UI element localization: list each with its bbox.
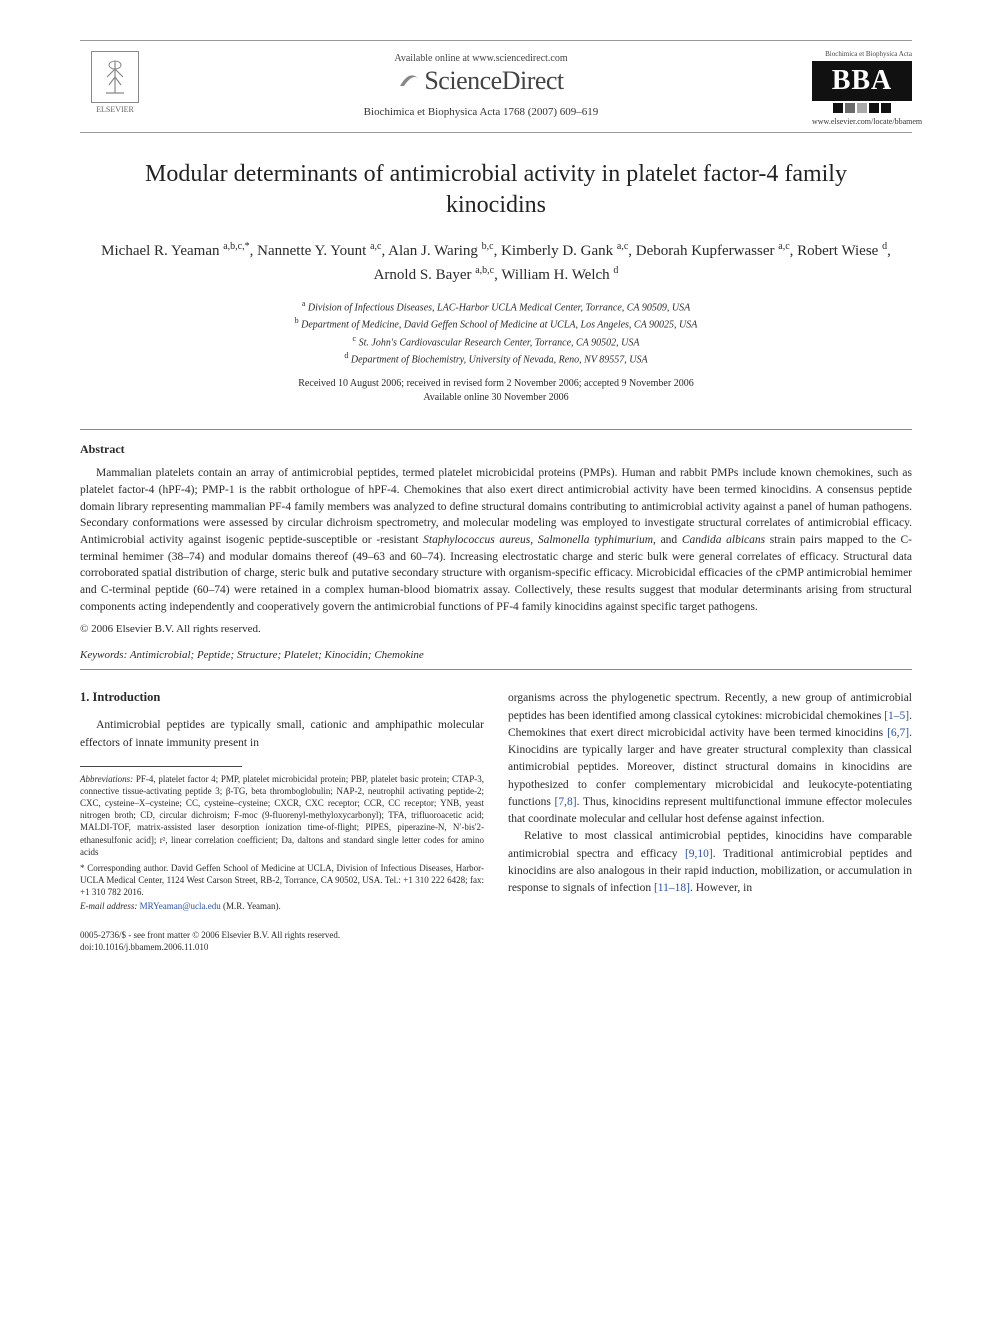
elsevier-logo: ELSEVIER	[80, 51, 150, 114]
email-tail: (M.R. Yeaman).	[221, 901, 281, 911]
bba-url: www.elsevier.com/locate/bbamem	[812, 117, 912, 126]
left-column: 1. Introduction Antimicrobial peptides a…	[80, 690, 484, 953]
email-footnote: E-mail address: MRYeaman@ucla.edu (M.R. …	[80, 900, 484, 912]
right-column: organisms across the phylogenetic spectr…	[508, 690, 912, 953]
bba-logo: Biochimica et Biophysica Acta BBA www.el…	[812, 51, 912, 126]
header-center: Available online at www.sciencedirect.co…	[150, 51, 812, 118]
authors-block: Michael R. Yeaman a,b,c,*, Nannette Y. Y…	[100, 239, 892, 286]
cite-6-7[interactable]: [6,7]	[887, 727, 909, 739]
journal-header: ELSEVIER Available online at www.science…	[80, 40, 912, 133]
keywords-list: Antimicrobial; Peptide; Structure; Plate…	[130, 649, 424, 661]
journal-citation: Biochimica et Biophysica Acta 1768 (2007…	[150, 106, 812, 118]
corresponding-author-footnote: * Corresponding author. David Geffen Sch…	[80, 862, 484, 898]
cite-9-10[interactable]: [9,10]	[685, 848, 713, 860]
received-date: Received 10 August 2006; received in rev…	[80, 377, 912, 391]
rule-top	[80, 429, 912, 430]
affiliation-a: a Division of Infectious Diseases, LAC-H…	[80, 298, 912, 315]
bba-bars-icon	[812, 103, 912, 113]
bba-fulltitle: Biochimica et Biophysica Acta	[812, 51, 912, 59]
abbreviations-footnote: Abbreviations: PF-4, platelet factor 4; …	[80, 773, 484, 858]
available-online-text: Available online at www.sciencedirect.co…	[150, 53, 812, 64]
doi-block: 0005-2736/$ - see front matter © 2006 El…	[80, 930, 484, 953]
article-dates: Received 10 August 2006; received in rev…	[80, 377, 912, 405]
intro-p1: Antimicrobial peptides are typically sma…	[80, 717, 484, 752]
intro-left-text: Antimicrobial peptides are typically sma…	[80, 717, 484, 752]
available-date: Available online 30 November 2006	[80, 391, 912, 405]
abstract-copyright: © 2006 Elsevier B.V. All rights reserved…	[80, 623, 912, 635]
intro-p2: organisms across the phylogenetic spectr…	[508, 690, 912, 828]
elsevier-tree-icon	[91, 51, 139, 103]
abbrev-label: Abbreviations:	[80, 774, 133, 784]
corr-label: * Corresponding author.	[80, 863, 168, 873]
intro-p3: Relative to most classical antimicrobial…	[508, 828, 912, 897]
footnote-rule	[80, 766, 242, 767]
body-columns: 1. Introduction Antimicrobial peptides a…	[80, 690, 912, 953]
email-link[interactable]: MRYeaman@ucla.edu	[140, 901, 221, 911]
affiliation-b: b Department of Medicine, David Geffen S…	[80, 315, 912, 332]
keywords-line: Keywords: Antimicrobial; Peptide; Struct…	[80, 649, 912, 661]
cite-1-5[interactable]: [1–5]	[884, 710, 909, 722]
abbrev-body: PF-4, platelet factor 4; PMP, platelet m…	[80, 774, 484, 857]
elsevier-label: ELSEVIER	[96, 105, 134, 114]
doi-line: doi:10.1016/j.bbamem.2006.11.010	[80, 942, 484, 954]
intro-heading: 1. Introduction	[80, 690, 484, 705]
abstract-body: Mammalian platelets contain an array of …	[80, 465, 912, 615]
front-matter-line: 0005-2736/$ - see front matter © 2006 El…	[80, 930, 484, 942]
affiliations-block: a Division of Infectious Diseases, LAC-H…	[80, 298, 912, 367]
abstract-heading: Abstract	[80, 442, 912, 457]
sciencedirect-logo: ScienceDirect	[398, 66, 563, 96]
intro-right-text: organisms across the phylogenetic spectr…	[508, 690, 912, 897]
sciencedirect-swoosh-icon	[398, 68, 420, 95]
cite-7-8[interactable]: [7,8]	[555, 796, 577, 808]
keywords-label: Keywords:	[80, 649, 127, 661]
email-label: E-mail address:	[80, 901, 137, 911]
bba-abbrev: BBA	[812, 61, 912, 101]
article-title: Modular determinants of antimicrobial ac…	[140, 159, 852, 221]
sciencedirect-text: ScienceDirect	[424, 66, 563, 96]
rule-bottom	[80, 669, 912, 670]
cite-11-18[interactable]: [11–18]	[654, 882, 690, 894]
affiliation-c: c St. John's Cardiovascular Research Cen…	[80, 333, 912, 350]
affiliation-d: d Department of Biochemistry, University…	[80, 350, 912, 367]
